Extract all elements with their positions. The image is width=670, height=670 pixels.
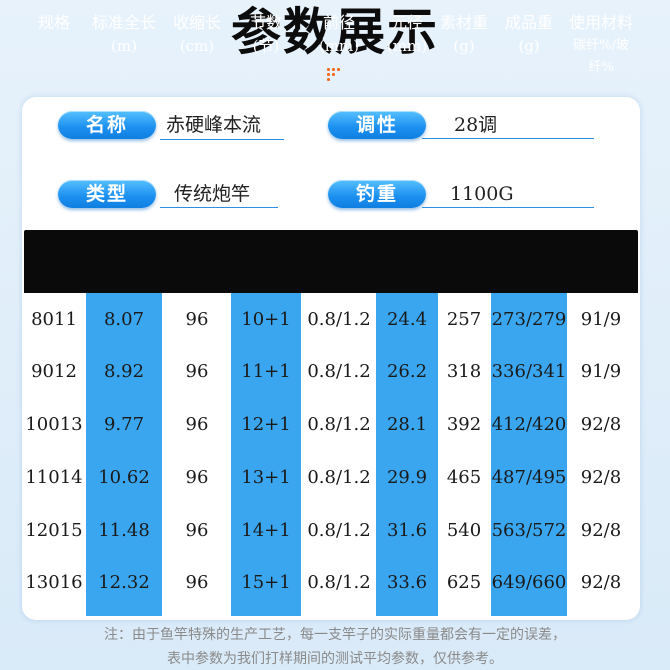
table-cell: 8.07: [103, 309, 145, 330]
column-header: 前径: [322, 13, 355, 32]
column-header: 节数: [249, 13, 282, 32]
highlight-column-length: [86, 293, 162, 616]
highlight-column-butt-diameter: [376, 293, 438, 616]
column-header-unit: (mm): [386, 37, 428, 55]
table-cell: 318: [446, 361, 482, 382]
table-cell: 563/572: [491, 520, 567, 541]
decorative-dots-icon: [327, 68, 343, 84]
table-cell: 31.6: [386, 520, 428, 541]
column-header-unit: (g): [518, 37, 540, 55]
table-cell: 257: [446, 309, 482, 330]
action-label: 调性: [328, 111, 426, 139]
table-cell: 12.32: [98, 572, 150, 593]
table-cell: 0.8/1.2: [307, 572, 371, 593]
table-cell: 625: [446, 572, 482, 593]
table-cell: 9.77: [103, 414, 145, 435]
table-cell: 465: [446, 467, 482, 488]
action-value: 28调: [422, 111, 594, 139]
table-cell: 8.92: [103, 361, 145, 382]
table-cell: 336/341: [491, 361, 567, 382]
table-cell: 392: [446, 414, 482, 435]
table-cell: 96: [185, 520, 209, 541]
table-cell: 10013: [25, 414, 83, 435]
table-cell: 0.8/1.2: [307, 467, 371, 488]
column-header-unit: (节): [252, 37, 280, 55]
name-value: 赤硬峰本流: [160, 111, 284, 140]
column-header-unit: (cm): [179, 37, 215, 55]
column-header: 使用材料: [568, 13, 633, 32]
highlight-column-finished-weight: [491, 293, 567, 616]
table-cell: 0.8/1.2: [307, 309, 371, 330]
column-header: 规格: [37, 13, 70, 32]
table-cell: 13+1: [241, 467, 291, 488]
table-cell: 13016: [25, 572, 83, 593]
highlight-column-sections: [231, 293, 301, 616]
table-cell: 15+1: [241, 572, 291, 593]
table-cell: 0.8/1.2: [307, 361, 371, 382]
table-cell: 649/660: [491, 572, 567, 593]
table-cell: 24.4: [386, 309, 428, 330]
table-cell: 12015: [25, 520, 83, 541]
table-cell: 33.6: [386, 572, 428, 593]
table-cell: 96: [185, 414, 209, 435]
table-cell: 540: [446, 520, 482, 541]
weight-value: 1100G: [422, 180, 594, 208]
table-cell: 412/420: [491, 414, 567, 435]
table-cell: 10+1: [241, 309, 291, 330]
table-cell: 92/8: [580, 572, 622, 593]
table-cell: 10.62: [98, 467, 150, 488]
page-title: 参数展示: [231, 3, 439, 61]
column-header: 标准全长: [91, 13, 156, 32]
table-cell: 28.1: [386, 414, 428, 435]
table-header: [24, 230, 638, 293]
table-cell: 92/8: [580, 414, 622, 435]
note-line-2: 表中参数为我们打样期间的测试平均参数，仅供参考。: [167, 651, 503, 667]
table-cell: 96: [185, 361, 209, 382]
table-cell: 9012: [31, 361, 77, 382]
column-header-unit: (m): [111, 37, 137, 55]
type-value: 传统炮竿: [160, 180, 278, 208]
column-header-unit: (g): [453, 37, 475, 55]
table-cell: 8011: [31, 309, 77, 330]
column-header: 成品重: [504, 13, 553, 32]
column-header-unit: 碳纤%/玻纤%: [573, 38, 629, 75]
table-cell: 11+1: [241, 361, 291, 382]
table-cell: 91/9: [580, 309, 622, 330]
table-cell: 11014: [25, 467, 83, 488]
table-cell: 0.8/1.2: [307, 414, 371, 435]
table-cell: 14+1: [241, 520, 291, 541]
table-cell: 96: [185, 572, 209, 593]
table-cell: 96: [185, 467, 209, 488]
table-cell: 96: [185, 309, 209, 330]
table-cell: 92/8: [580, 467, 622, 488]
weight-label: 钓重: [328, 180, 426, 208]
column-header-unit: (mm): [318, 37, 360, 55]
column-header: 收缩长: [172, 13, 221, 32]
table-cell: 29.9: [386, 467, 428, 488]
table-cell: 26.2: [386, 361, 428, 382]
column-header: 素材重: [439, 13, 488, 32]
note-line-1: 注：由于鱼竿特殊的生产工艺，每一支竿子的实际重量都会有一定的误差，: [104, 627, 566, 643]
name-label: 名称: [58, 111, 156, 139]
column-header: 元径: [390, 13, 423, 32]
table-cell: 487/495: [491, 467, 567, 488]
table-cell: 12+1: [241, 414, 291, 435]
table-cell: 11.48: [98, 520, 150, 541]
table-cell: 273/279: [491, 309, 567, 330]
table-cell: 92/8: [580, 520, 622, 541]
type-label: 类型: [58, 180, 156, 208]
table-cell: 91/9: [580, 361, 622, 382]
table-cell: 0.8/1.2: [307, 520, 371, 541]
